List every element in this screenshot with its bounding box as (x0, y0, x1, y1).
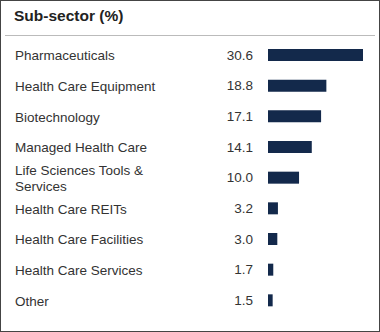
svg-text:Other: Other (15, 293, 49, 308)
svg-text:18.8: 18.8 (227, 78, 253, 93)
svg-text:Pharmaceuticals: Pharmaceuticals (15, 48, 115, 63)
svg-text:17.1: 17.1 (227, 109, 253, 124)
svg-text:1.5: 1.5 (234, 293, 253, 308)
svg-text:Life Sciences Tools &Services: Life Sciences Tools &Services (15, 163, 143, 194)
svg-text:Health Care Services: Health Care Services (15, 263, 143, 278)
html-text:Sub-sector (%): Sub-sector (%) (14, 7, 124, 24)
svg-text:3.0: 3.0 (234, 232, 253, 247)
svg-text:Managed Health Care: Managed Health Care (15, 140, 147, 155)
svg-text:3.2: 3.2 (234, 201, 253, 216)
svg-text:14.1: 14.1 (227, 140, 253, 155)
svg-text:Health Care REITs: Health Care REITs (15, 201, 127, 216)
svg-text:Health Care Facilities: Health Care Facilities (15, 232, 144, 247)
svg-text:10.0: 10.0 (227, 170, 253, 185)
svg-text:Biotechnology: Biotechnology (15, 109, 100, 124)
svg-text:Health Care Equipment: Health Care Equipment (15, 79, 156, 94)
svg-text:30.6: 30.6 (227, 48, 253, 63)
svg-text:1.7: 1.7 (234, 262, 253, 277)
